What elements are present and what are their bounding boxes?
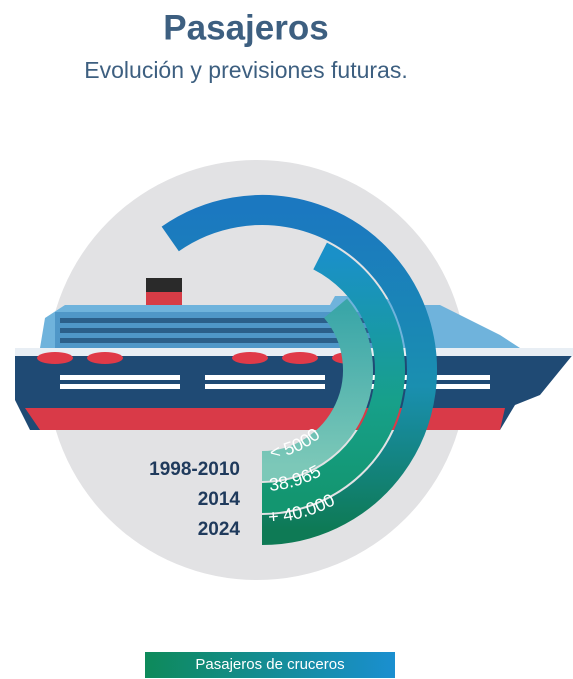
legend-label: Pasajeros de cruceros [195, 656, 344, 673]
period-label: 2024 [198, 519, 241, 540]
subtitle: Evolución y previsiones futuras. [84, 57, 407, 83]
arc [261, 242, 405, 513]
arc [161, 195, 437, 545]
legend-box [145, 652, 395, 678]
period-label: 2014 [198, 489, 241, 510]
arc [261, 298, 373, 481]
title: Pasajeros [163, 8, 328, 47]
year-labels: 1998-2010 2014 2024 [149, 459, 240, 540]
period-label: 1998-2010 [149, 459, 240, 480]
